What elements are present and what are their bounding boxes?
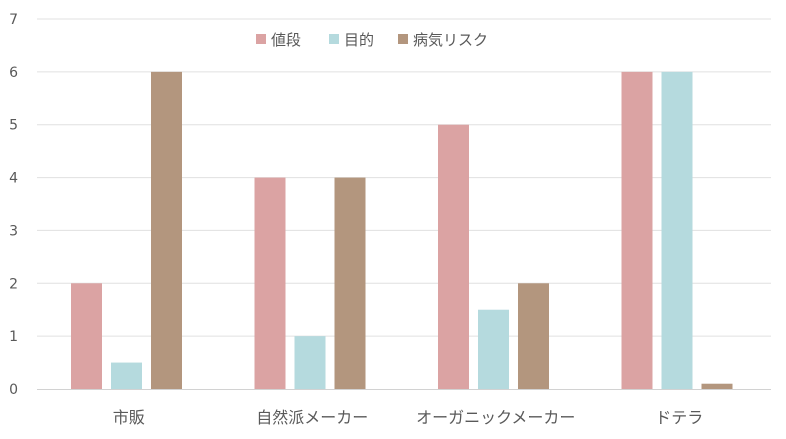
bar-3-3 — [518, 283, 549, 389]
bar-2-1 — [111, 362, 142, 389]
legend-label-3: 病気リスク — [413, 31, 488, 49]
y-axis-tick-labels: 0 1 2 3 4 5 6 7 — [9, 12, 18, 398]
x-category-label: オーガニックメーカー — [416, 408, 575, 427]
bar-2-2 — [294, 336, 326, 389]
x-category-label: ドテラ — [655, 408, 703, 427]
y-tick-label: 6 — [9, 65, 18, 81]
bars — [71, 71, 733, 389]
legend-swatch-2 — [329, 34, 339, 44]
gridlines — [37, 18, 771, 337]
bar-1-2 — [254, 177, 286, 389]
bar-1-1 — [71, 283, 102, 389]
x-category-label: 市販 — [113, 408, 145, 427]
y-tick-label: 0 — [9, 382, 18, 398]
x-axis-category-labels: 市販 自然派メーカー オーガニックメーカー ドテラ — [113, 408, 704, 427]
legend-swatch-1 — [256, 34, 266, 44]
bar-3-4 — [701, 383, 733, 389]
y-tick-label: 1 — [9, 329, 18, 345]
y-tick-label: 2 — [9, 276, 18, 292]
y-tick-label: 7 — [9, 12, 18, 28]
legend-label-2: 目的 — [344, 31, 374, 49]
legend-label-1: 値段 — [271, 31, 301, 49]
bar-2-3 — [478, 309, 509, 389]
bar-3-2 — [334, 177, 366, 389]
y-tick-label: 4 — [9, 171, 18, 187]
legend: 値段 目的 病気リスク — [256, 31, 488, 49]
bar-1-3 — [438, 124, 469, 389]
y-tick-label: 3 — [9, 223, 18, 239]
bar-1-4 — [621, 71, 653, 389]
y-tick-label: 5 — [9, 118, 18, 134]
bar-2-4 — [661, 71, 693, 389]
x-category-label: 自然派メーカー — [256, 408, 368, 427]
bar-3-1 — [151, 71, 182, 389]
legend-swatch-3 — [398, 34, 408, 44]
